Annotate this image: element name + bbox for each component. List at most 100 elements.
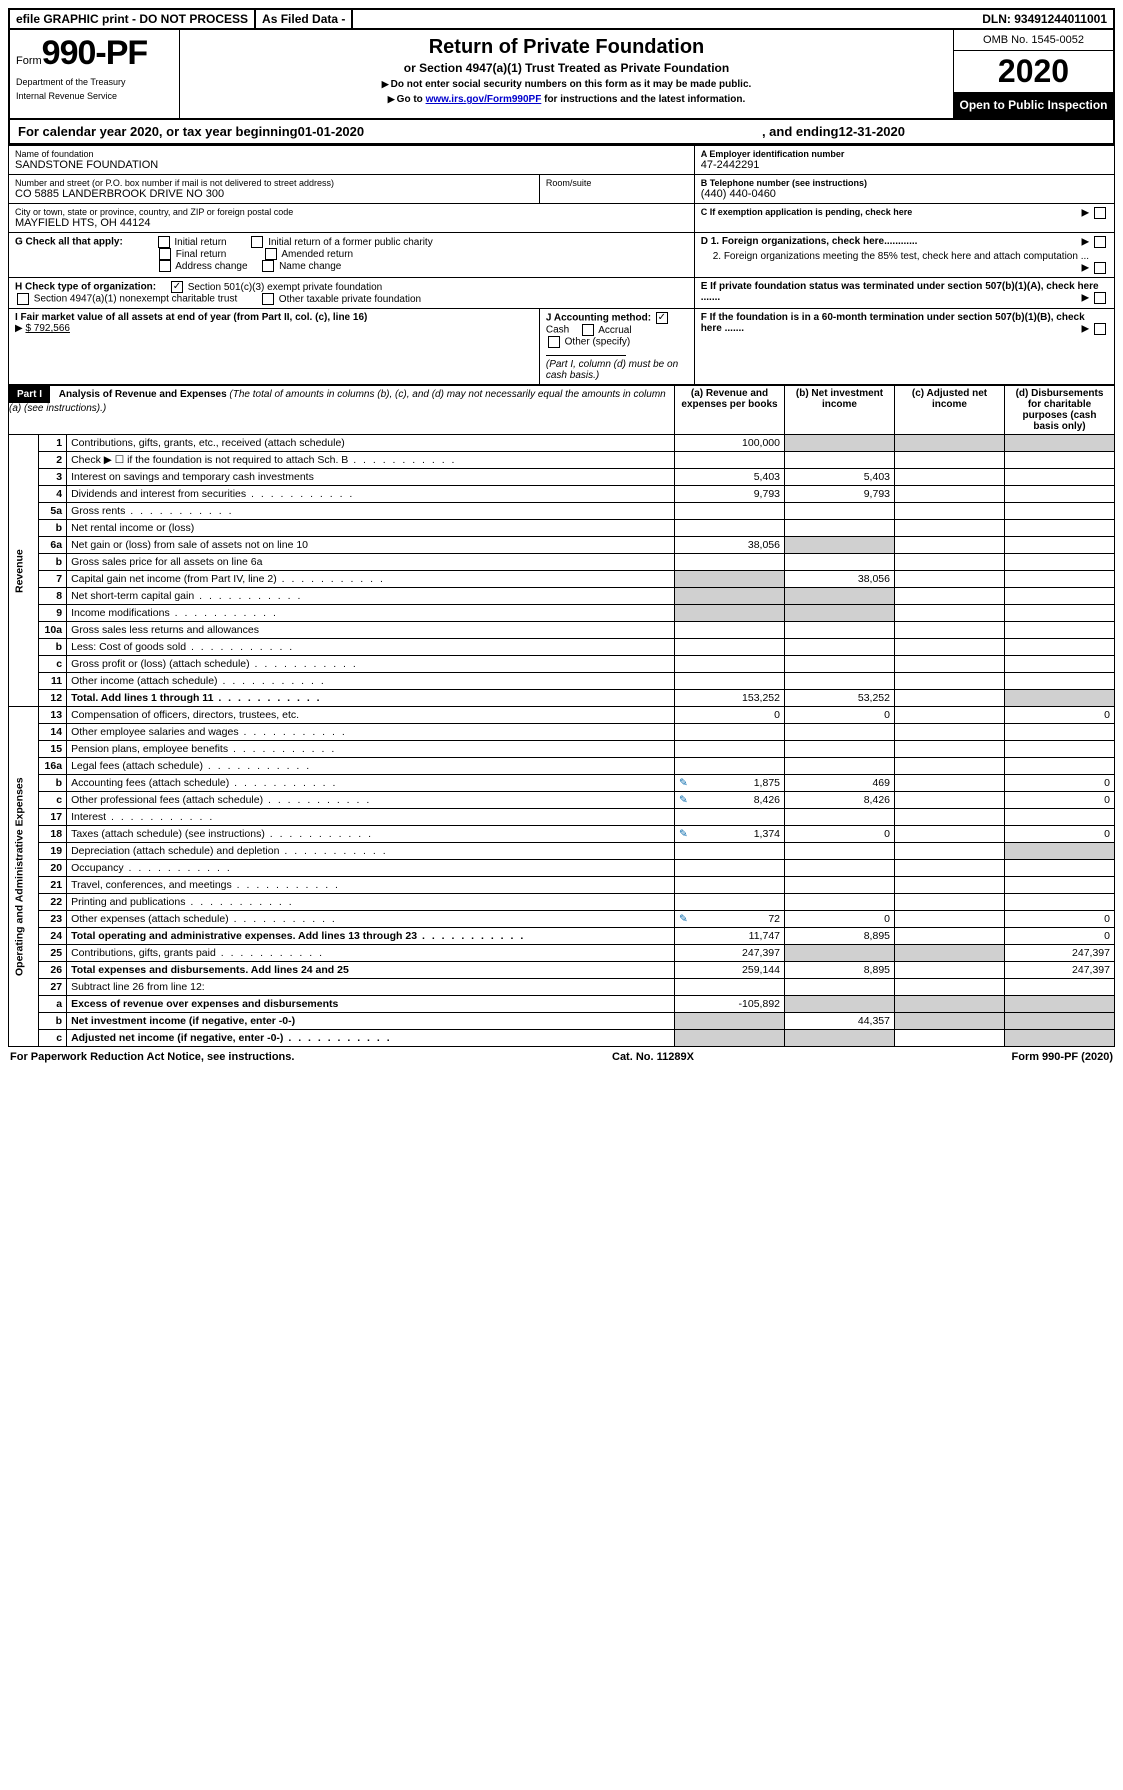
c-checkbox[interactable] [1094,207,1106,219]
footer-right: Form 990-PF (2020) [1012,1051,1113,1063]
attachment-icon[interactable]: ✎ [679,794,688,806]
d2-checkbox[interactable] [1094,262,1106,274]
amount-cell [675,503,785,520]
tel-value: (440) 440-0460 [701,188,1108,200]
row-number: 18 [39,826,67,843]
row-number: 4 [39,486,67,503]
amount-cell [1005,520,1115,537]
row-description: Other expenses (attach schedule) [67,911,675,928]
row-number: 12 [39,690,67,707]
dln-label: DLN: 93491244011001 [976,10,1113,28]
attachment-icon[interactable]: ✎ [679,913,688,925]
amount-cell [1005,1030,1115,1047]
amount-cell: 0 [785,707,895,724]
amount-cell [1005,622,1115,639]
amount-cell [785,809,895,826]
amount-cell [895,911,1005,928]
row-number: c [39,792,67,809]
row-description: Interest [67,809,675,826]
amount-cell: 247,397 [675,945,785,962]
amount-cell: 0 [1005,707,1115,724]
amount-cell [1005,554,1115,571]
amount-cell [895,894,1005,911]
row-number: 26 [39,962,67,979]
ein-label: A Employer identification number [701,149,845,159]
j-note: (Part I, column (d) must be on cash basi… [546,359,678,381]
name-label: Name of foundation [15,149,688,159]
e-label: E If private foundation status was termi… [701,281,1099,303]
row-description: Total expenses and disbursements. Add li… [67,962,675,979]
row-number: 27 [39,979,67,996]
footer-left: For Paperwork Reduction Act Notice, see … [10,1051,294,1063]
i-label: I Fair market value of all assets at end… [15,312,367,323]
year-end: 12-31-2020 [839,124,906,139]
attachment-icon[interactable]: ✎ [679,777,688,789]
amount-cell [785,537,895,554]
amount-cell [1005,571,1115,588]
asfiled-label: As Filed Data - [256,10,353,28]
dept-line1: Department of the Treasury [16,77,173,87]
top-bar: efile GRAPHIC print - DO NOT PROCESS As … [8,8,1115,30]
note-1: Do not enter social security numbers on … [391,79,752,90]
row-description: Gross rents [67,503,675,520]
g-address-checkbox[interactable] [159,260,171,272]
row-description: Interest on savings and temporary cash i… [67,469,675,486]
amount-cell [785,877,895,894]
row-description: Net rental income or (loss) [67,520,675,537]
row-description: Other employee salaries and wages [67,724,675,741]
amount-cell [1005,1013,1115,1030]
amount-cell: ✎8,426 [675,792,785,809]
g-initial-former-checkbox[interactable] [251,236,263,248]
amount-cell [675,588,785,605]
g-name-checkbox[interactable] [262,260,274,272]
h-501c3-checkbox[interactable]: ✓ [171,281,183,293]
d1-label: D 1. Foreign organizations, check here..… [701,236,918,247]
j-other-checkbox[interactable] [548,336,560,348]
note-2-pre: Go to [397,94,426,105]
city-label: City or town, state or province, country… [15,207,688,217]
row-description: Compensation of officers, directors, tru… [67,707,675,724]
amount-cell [895,860,1005,877]
amount-cell [1005,673,1115,690]
amount-cell [675,860,785,877]
row-number: 25 [39,945,67,962]
g-final-checkbox[interactable] [159,248,171,260]
row-number: c [39,1030,67,1047]
amount-cell [785,452,895,469]
amount-cell: 0 [1005,775,1115,792]
amount-cell [1005,860,1115,877]
d1-checkbox[interactable] [1094,236,1106,248]
g-initial-checkbox[interactable] [158,236,170,248]
amount-cell: 0 [1005,928,1115,945]
amount-cell [675,520,785,537]
amount-cell: ✎1,374 [675,826,785,843]
h-4947-checkbox[interactable] [17,293,29,305]
row-number: b [39,775,67,792]
j-accrual-checkbox[interactable] [582,324,594,336]
g-amended-checkbox[interactable] [265,248,277,260]
h-other-checkbox[interactable] [262,293,274,305]
f-checkbox[interactable] [1094,323,1106,335]
amount-cell [895,707,1005,724]
amount-cell [675,452,785,469]
amount-cell: 0 [785,826,895,843]
amount-cell [785,520,895,537]
amount-cell [895,588,1005,605]
c-label: C If exemption application is pending, c… [701,207,913,217]
amount-cell [895,792,1005,809]
instructions-link[interactable]: www.irs.gov/Form990PF [426,94,542,105]
j-cash-checkbox[interactable]: ✓ [656,312,668,324]
form-header: Form990-PF Department of the Treasury In… [8,30,1115,120]
amount-cell: 469 [785,775,895,792]
e-checkbox[interactable] [1094,292,1106,304]
amount-cell [1005,469,1115,486]
amount-cell [895,435,1005,452]
attachment-icon[interactable]: ✎ [679,828,688,840]
row-number: 21 [39,877,67,894]
row-description: Net short-term capital gain [67,588,675,605]
amount-cell [895,656,1005,673]
row-number: b [39,520,67,537]
amount-cell: 0 [785,911,895,928]
amount-cell: 9,793 [675,486,785,503]
part1-badge: Part I [9,386,50,403]
